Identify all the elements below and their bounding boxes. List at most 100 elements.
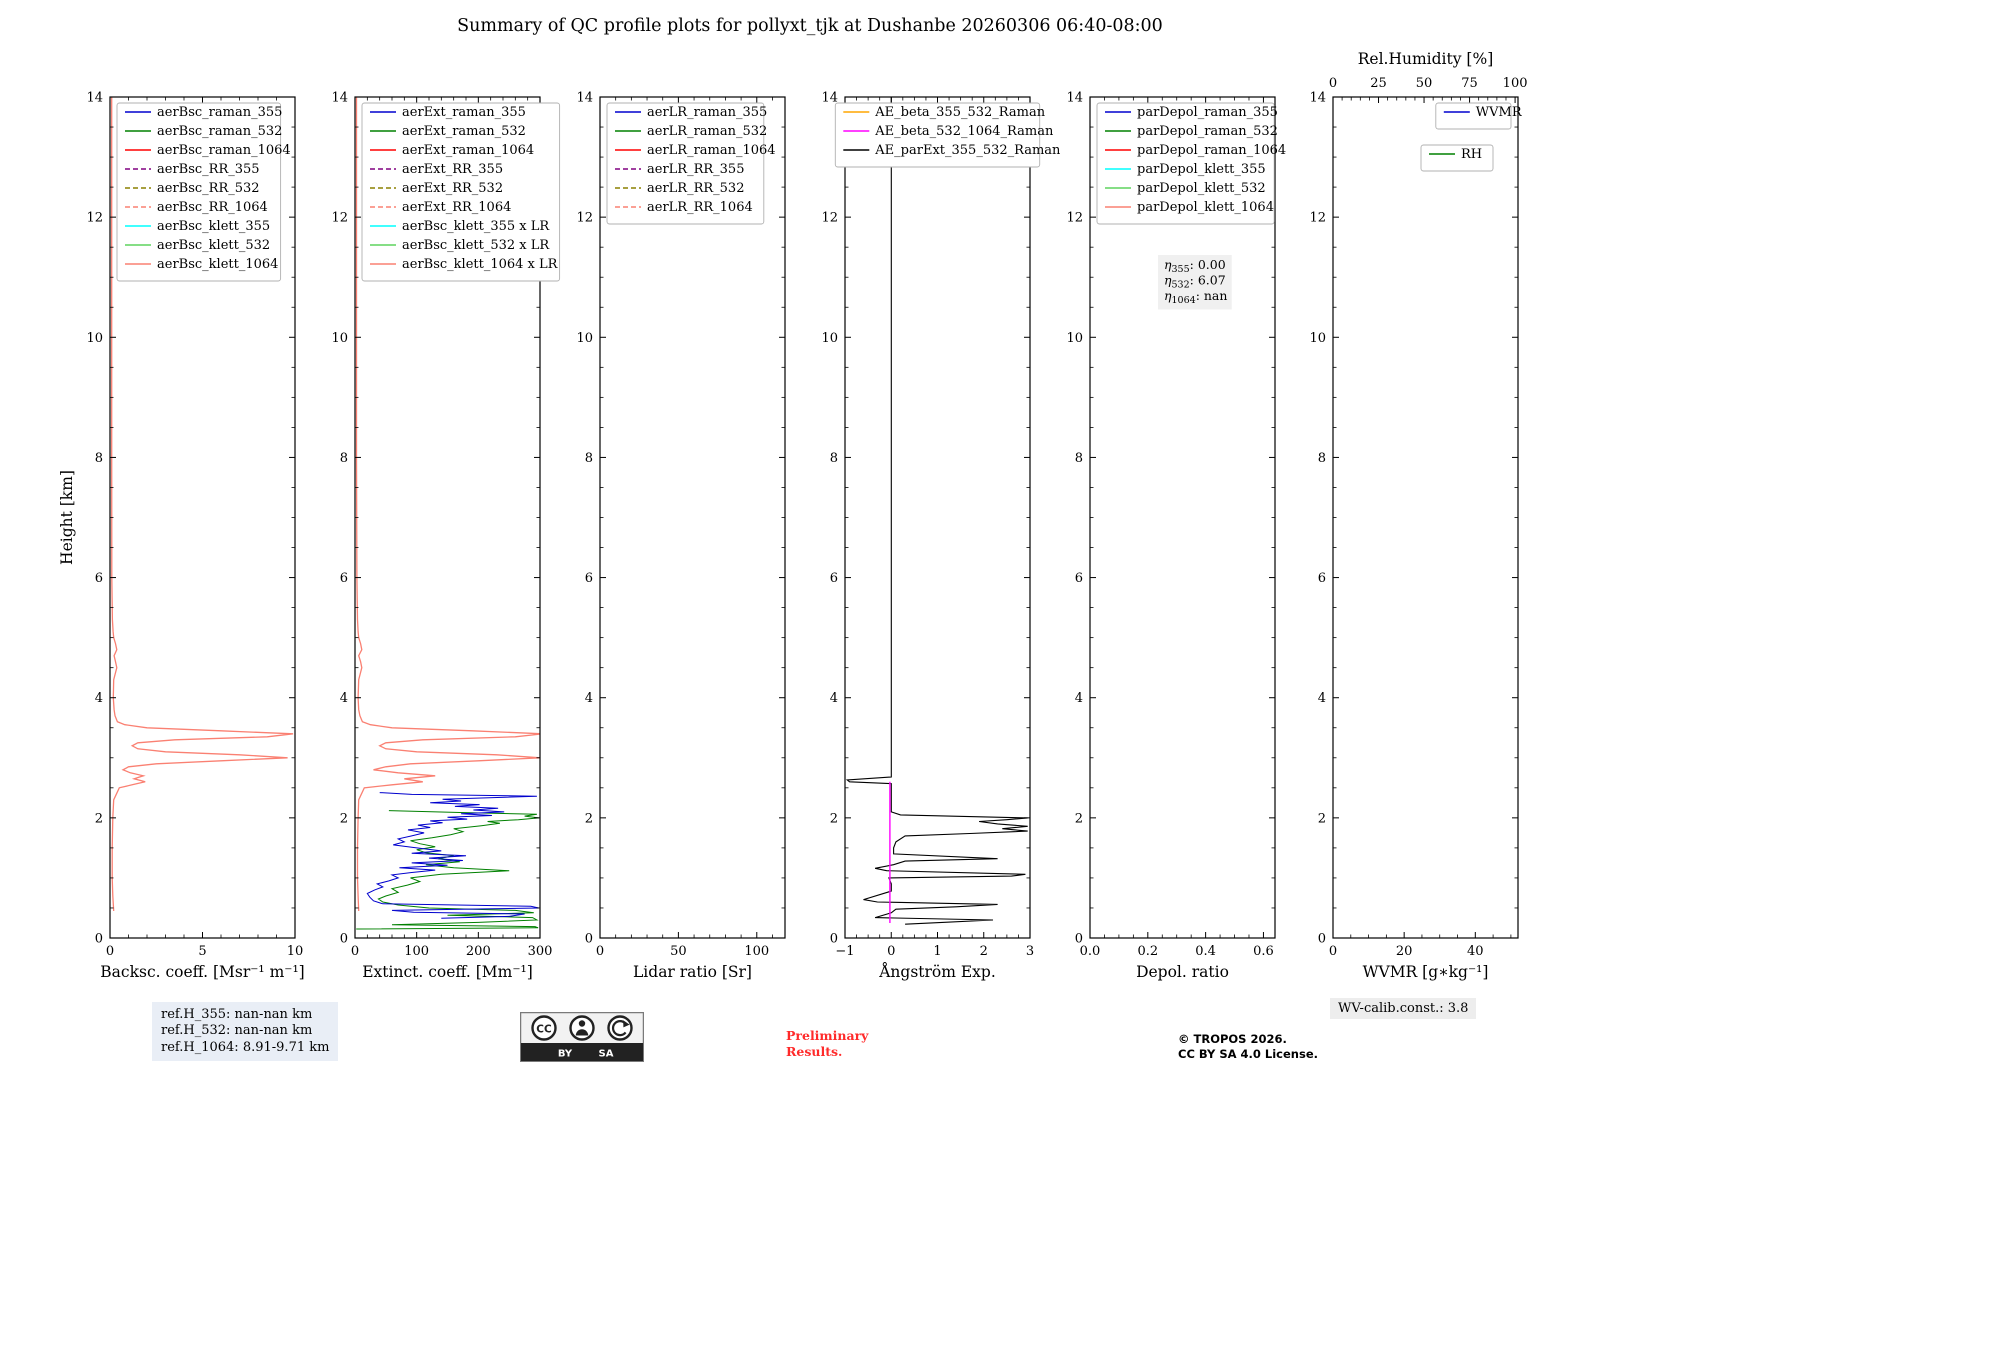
preliminary-results-note: Preliminary Results. [786,1028,869,1059]
svg-text:4: 4 [340,691,348,706]
svg-text:100: 100 [1503,76,1528,91]
svg-text:8: 8 [340,451,348,466]
svg-text:10: 10 [287,944,304,959]
svg-text:20: 20 [1396,944,1413,959]
legend: aerExt_raman_355 aerExt_raman_532 aerExt_r… [361,102,561,282]
svg-text:2: 2 [830,811,838,826]
cc-circle-icon [531,1015,557,1041]
svg-text:25: 25 [1370,76,1387,91]
legend-label: parDepol_raman_1064 [1137,143,1286,158]
annotation-text: η355: 0.00 [1164,257,1226,275]
series-group [845,97,1028,925]
series-group [355,97,540,930]
svg-text:0: 0 [106,944,114,959]
svg-text:10: 10 [331,331,348,346]
figure-title: Summary of QC profile plots for pollyxt_… [457,16,1163,36]
svg-text:0.6: 0.6 [1253,944,1274,959]
x-axis: 0 5 10 [106,97,303,959]
legend-label: aerBsc_klett_532 [157,238,270,253]
legend-label: aerBsc_RR_355 [157,162,260,177]
annotation-text: η532: 6.07 [1164,273,1226,291]
series-aerBsc_klett_1064 [111,97,294,912]
svg-text:1: 1 [933,944,941,959]
svg-text:12: 12 [331,211,348,226]
legend-label: aerExt_raman_532 [402,124,526,139]
svg-text:200: 200 [466,944,491,959]
tropos-copyright: © TROPOS 2026. CC BY SA 4.0 License. [1178,1032,1318,1061]
svg-text:6: 6 [1318,571,1326,586]
series-aerExt_raman_355 [366,792,539,919]
y-axis: 0 2 4 6 8 10 12 14 [1309,91,1518,947]
legend: WVMR [1435,102,1523,130]
series-AE_parExt_355_532_Raman [845,97,1028,925]
svg-text:10: 10 [1309,331,1326,346]
svg-text:8: 8 [585,451,593,466]
legend-label: aerBsc_raman_1064 [157,143,291,158]
svg-text:6: 6 [340,571,348,586]
x-axis-label: Depol. ratio [1136,963,1229,981]
x-axis-label: Extinct. coeff. [Mm⁻¹] [362,963,533,981]
wv-calibration-constant: WV-calib.const.: 3.8 [1330,998,1477,1019]
svg-text:10: 10 [1066,331,1083,346]
series-aerBsc_klett_1064_x_LR [355,97,540,912]
share-alike-arrow-icon [611,1020,627,1037]
legend: aerBsc_raman_355 aerBsc_raman_532 aerBsc_r… [116,102,291,282]
legend-label: aerBsc_RR_1064 [157,200,268,215]
y-axis: 0 2 4 6 8 10 12 14 [821,91,1030,947]
svg-text:10: 10 [576,331,593,346]
svg-text:0.0: 0.0 [1080,944,1101,959]
annotation-text: η1064: nan [1164,288,1227,306]
svg-text:4: 4 [95,691,103,706]
legend: AE_beta_355_532_Raman AE_beta_532_1064_Ra… [834,102,1061,168]
svg-text:6: 6 [1075,571,1083,586]
svg-text:0.2: 0.2 [1137,944,1158,959]
legend-label: aerBsc_klett_1064 [157,257,278,272]
legend-label: aerBsc_raman_355 [157,105,282,120]
svg-text:14: 14 [576,91,593,106]
x-axis: −1 0 1 2 3 [835,97,1034,959]
svg-text:2: 2 [95,811,103,826]
legend-label: aerLR_RR_532 [647,181,744,196]
legend-label: aerExt_RR_532 [402,181,503,196]
svg-text:0: 0 [1329,944,1337,959]
svg-text:12: 12 [1066,211,1083,226]
y-axis: 0 2 4 6 8 10 12 14 [1066,91,1275,947]
svg-text:14: 14 [86,91,103,106]
legend-label: parDepol_raman_532 [1137,124,1278,139]
axes-frame [1332,96,1519,939]
svg-text:12: 12 [1309,211,1326,226]
cc-letters: CC [536,1024,552,1036]
svg-text:2: 2 [1318,811,1326,826]
y-axis: 0 2 4 6 8 10 12 14 [576,91,785,947]
svg-text:3: 3 [1026,944,1034,959]
legend-label: aerLR_raman_532 [647,124,767,139]
legend-label: aerBsc_klett_355 x LR [402,219,550,234]
svg-text:4: 4 [830,691,838,706]
legend-label: AE_beta_532_1064_Raman [874,124,1054,139]
legend-label: aerBsc_klett_1064 x LR [402,257,559,272]
svg-text:0: 0 [585,932,593,947]
ref-h-355: ref.H_355: nan-nan km [161,1007,313,1022]
lidar-ratio-panel: 0 50 100 Lidar ratio [Sr] 0 2 4 6 8 10 12 14 aerLR_r… [576,91,786,981]
svg-text:−1: −1 [835,944,854,959]
legend: parDepol_raman_355 parDepol_raman_532 parD… [1096,102,1286,225]
x-axis: 0.0 0.2 0.4 0.6 [1080,97,1274,959]
svg-text:2: 2 [980,944,988,959]
series-group [111,97,294,912]
svg-text:8: 8 [830,451,838,466]
svg-text:0: 0 [887,944,895,959]
legend-label: aerExt_raman_1064 [402,143,534,158]
svg-text:14: 14 [1309,91,1326,106]
svg-text:4: 4 [585,691,593,706]
series-aerExt_raman_532 [356,810,539,930]
svg-text:0: 0 [1318,932,1326,947]
svg-text:0: 0 [95,932,103,947]
legend: RH [1420,144,1494,172]
svg-text:14: 14 [1066,91,1083,106]
y-axis-label: Height [km] [58,470,76,565]
svg-text:14: 14 [821,91,838,106]
x-axis: 0 100 200 300 [351,97,552,959]
